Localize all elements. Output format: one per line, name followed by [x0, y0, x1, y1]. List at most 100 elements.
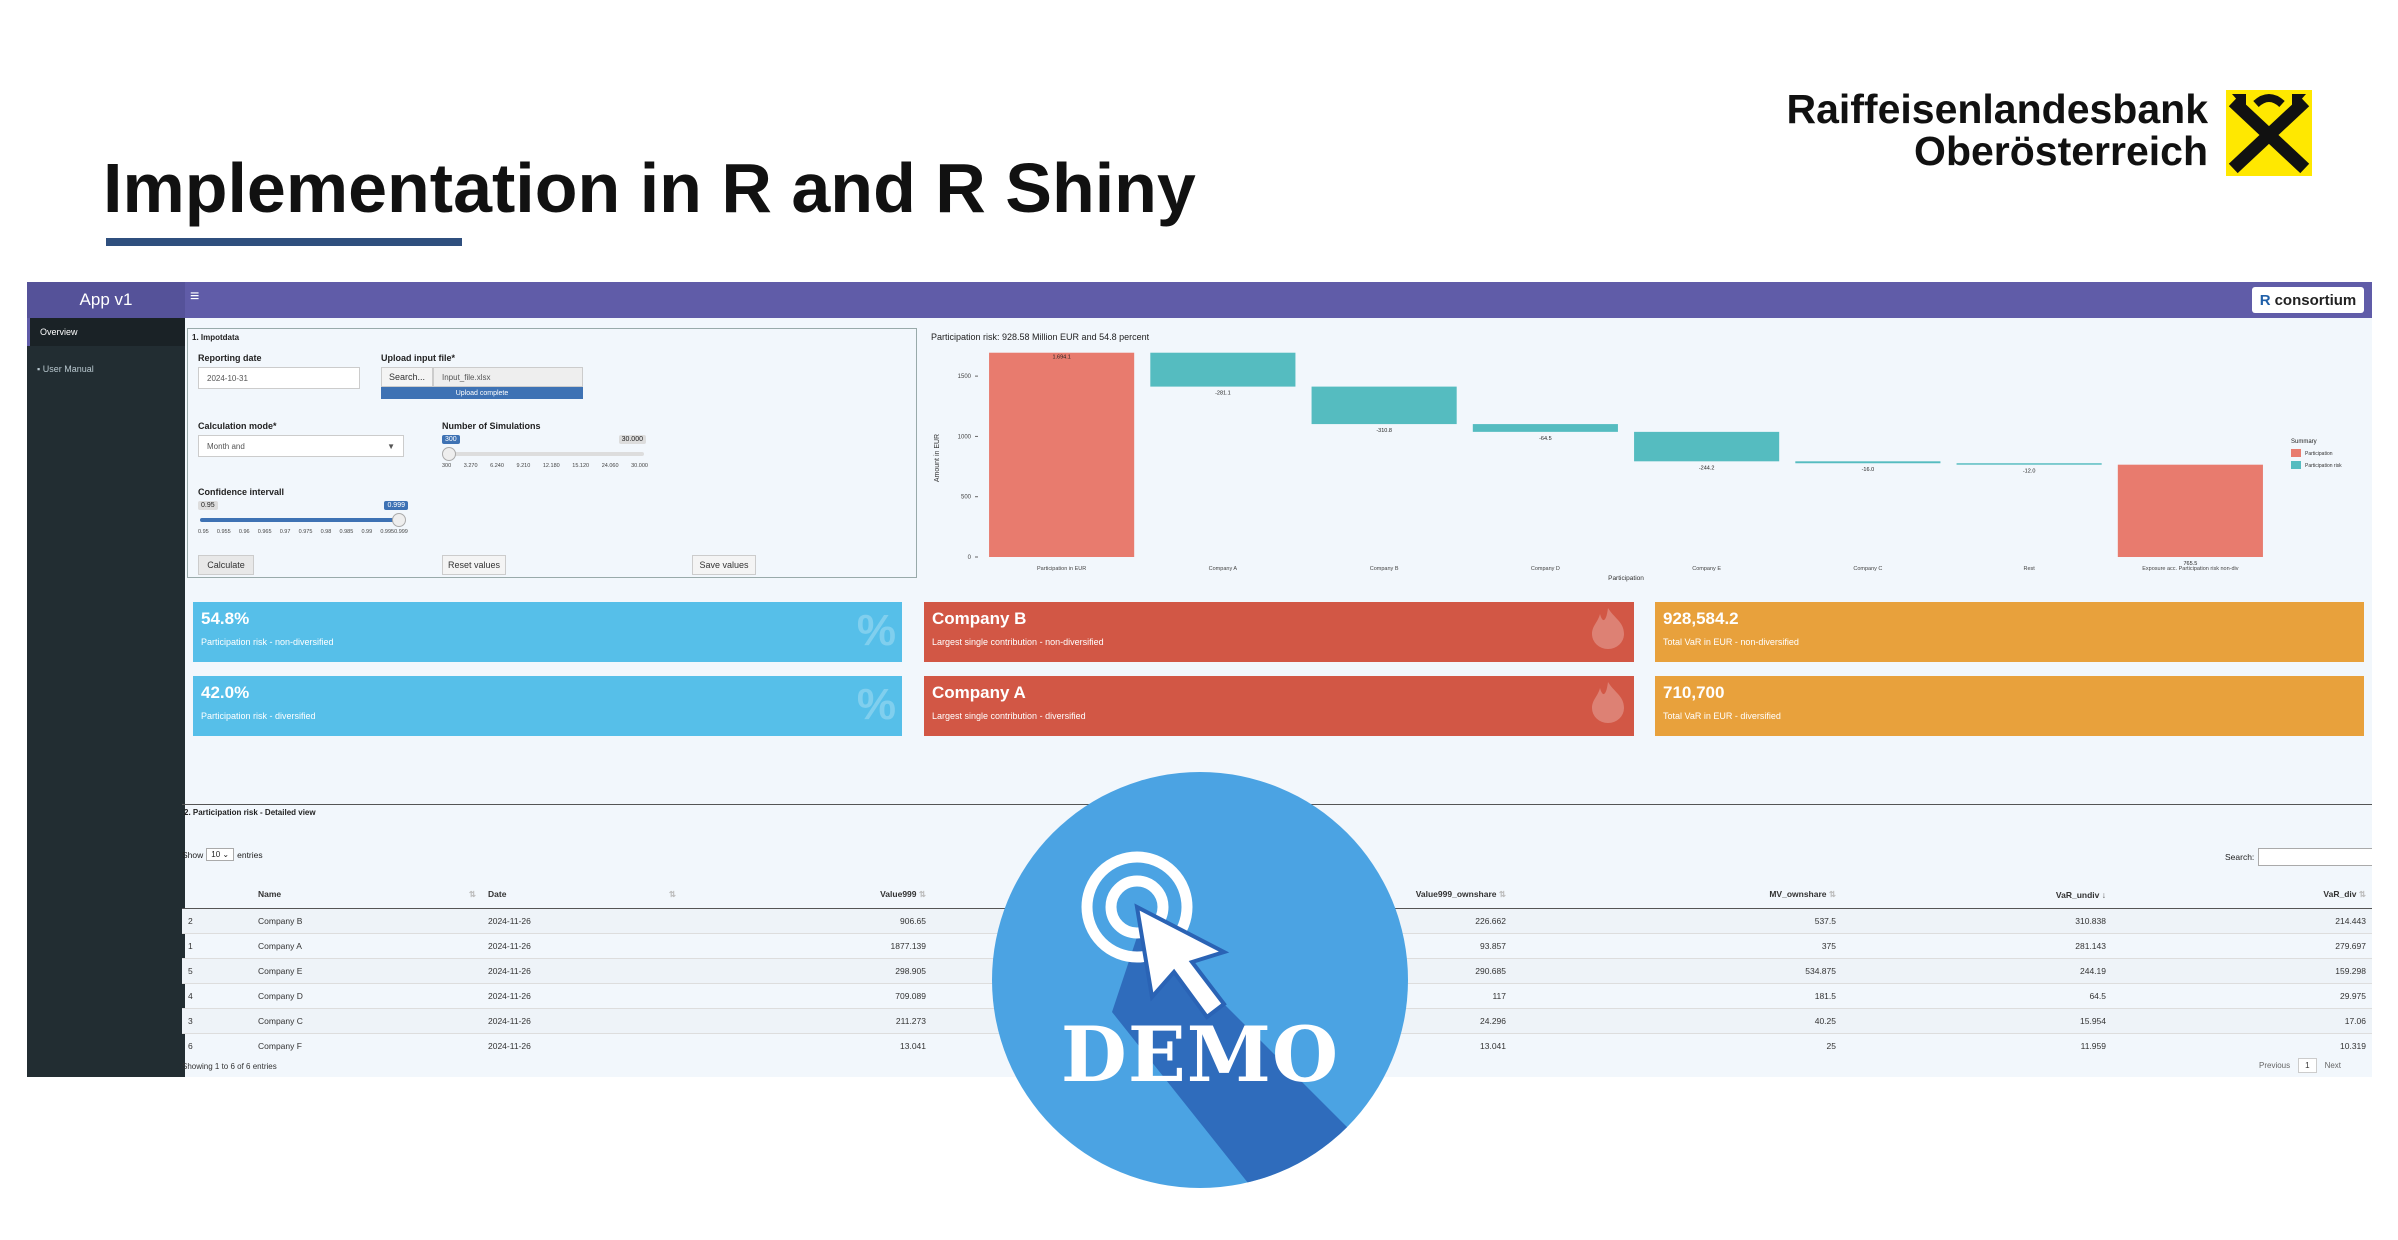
title-underline: [106, 238, 462, 246]
table-row[interactable]: 3 Company C 2024-11-26 211.273 24.296 40.25 15…: [182, 1007, 2372, 1033]
col-header-label: VaR_div: [2323, 889, 2357, 900]
col-header-name[interactable]: Name ⇅: [252, 882, 482, 909]
search-control: Search:: [2225, 848, 2372, 866]
page-button-1[interactable]: 1: [2298, 1058, 2317, 1073]
simulations-slider[interactable]: 300 30.000 300 3.270 6.240 9.210 12.180 …: [442, 435, 648, 475]
search-input[interactable]: [2258, 848, 2372, 866]
sort-icon: ⇅: [668, 889, 676, 900]
detail-section-title: 2. Participation risk - Detailed view: [184, 808, 316, 817]
slider-handle[interactable]: [392, 513, 406, 527]
legend-label: Participation: [2305, 451, 2333, 457]
table-cell: 281.143: [1842, 932, 2112, 958]
calc-mode-select[interactable]: Month and ▼: [198, 435, 404, 457]
valuebox-subtitle: Total VaR in EUR - non-diversified: [1663, 637, 1799, 647]
x-tick-label: Exposure acc. Participation risk non-div: [2142, 566, 2239, 572]
table-cell: 534.875: [1512, 957, 1842, 983]
bank-name: Raiffeisenlandesbank Oberösterreich: [1786, 88, 2208, 172]
bar-data-label: -64.5: [1539, 436, 1552, 442]
bar-data-label: -12.0: [2023, 469, 2036, 475]
col-header-date[interactable]: Date ⇅: [482, 882, 682, 909]
tick-label: 30.000: [631, 463, 648, 469]
table-info: Showing 1 to 6 of 6 entries: [182, 1062, 277, 1071]
app-name[interactable]: App v1: [27, 282, 185, 318]
table-row[interactable]: 2 Company B 2024-11-26 906.65 226.662 537.5 31…: [182, 907, 2372, 933]
waterfall-bar: [1150, 352, 1296, 387]
x-tick-label: Company B: [1370, 566, 1399, 572]
table-cell: 64.5: [1842, 982, 2112, 1008]
table-cell: 2024-11-26: [482, 907, 682, 933]
bar-data-label: 765.5: [2183, 561, 2197, 567]
calc-mode-value: Month and: [207, 441, 245, 451]
reset-values-button[interactable]: Reset values: [442, 555, 506, 575]
next-button[interactable]: Next: [2324, 1061, 2342, 1070]
table-cell: 2024-11-26: [482, 1007, 682, 1033]
sidebar-toggle-icon[interactable]: ≡: [190, 288, 200, 305]
tick-label: 3.270: [463, 463, 478, 469]
x-tick-label: Company A: [1209, 566, 1238, 572]
browse-button[interactable]: Search...: [381, 367, 433, 387]
r-logo-letter: R: [2259, 291, 2271, 309]
fire-icon: [1588, 606, 1628, 661]
table-cell: 159.298: [2112, 957, 2372, 983]
bar-data-label: -281.1: [1215, 391, 1231, 397]
col-header-mv-ownshare[interactable]: MV_ownshare ⇅: [1512, 882, 1842, 909]
chevron-down-icon: ▼: [387, 441, 395, 451]
simulations-label: Number of Simulations: [442, 421, 541, 431]
sidebar: Overview ▪ User Manual: [27, 318, 185, 1077]
slider-ticks: 0.95 0.955 0.96 0.965 0.97 0.975 0.98 0.…: [198, 529, 408, 535]
sidebar-item-user-manual[interactable]: ▪ User Manual: [27, 360, 185, 378]
chevron-down-icon: ⌄: [222, 850, 230, 859]
sidebar-item-overview[interactable]: Overview: [27, 318, 185, 346]
table-cell: 11.959: [1842, 1032, 2112, 1058]
tick-label: 9.210: [516, 463, 531, 469]
demo-badge[interactable]: DEMO: [992, 772, 1408, 1188]
table-cell: Company D: [252, 982, 482, 1008]
demo-label: DEMO: [1060, 1010, 1340, 1099]
table-cell: 906.65: [682, 907, 932, 933]
table-cell: 211.273: [682, 1007, 932, 1033]
sort-icon: ⇅: [1498, 889, 1506, 900]
page-length-select[interactable]: 10 ⌄: [206, 848, 235, 861]
slider-handle[interactable]: [442, 447, 456, 461]
y-tick-label: 1500: [958, 374, 972, 380]
valuebox-subtitle: Participation risk - diversified: [201, 711, 316, 721]
col-header-var-div[interactable]: VaR_div ⇅: [2112, 882, 2372, 909]
simulations-min-badge: 300: [442, 435, 460, 444]
previous-button[interactable]: Previous: [2259, 1061, 2291, 1070]
valuebox-var-nondiv: 928,584.2 Total VaR in EUR - non-diversi…: [1655, 602, 2364, 662]
upload-progress-bar: Upload complete: [381, 387, 583, 399]
reporting-date-input[interactable]: 2024-10-31: [198, 367, 360, 389]
calculate-button[interactable]: Calculate: [198, 555, 254, 575]
y-tick-label: 1000: [958, 434, 972, 440]
bar-data-label: -244.2: [1699, 465, 1715, 471]
y-axis-label: Amount in EUR: [934, 434, 941, 482]
table-cell: 181.5: [1512, 982, 1842, 1008]
confidence-label: Confidence intervall: [198, 487, 285, 497]
sidebar-item-label: User Manual: [42, 364, 94, 374]
table-cell: Company E: [252, 957, 482, 983]
waterfall-bar: [989, 352, 1135, 557]
valuebox-var-div: 710,700 Total VaR in EUR - diversified: [1655, 676, 2364, 736]
col-header-label: Name: [258, 889, 282, 900]
legend-label: Participation risk: [2305, 463, 2342, 469]
pagination: Previous 1 Next: [2259, 1058, 2341, 1073]
search-label: Search:: [2225, 852, 2255, 862]
page-length-value: 10: [211, 850, 221, 859]
save-values-button[interactable]: Save values: [692, 555, 756, 575]
valuebox-value: 710,700: [1663, 683, 1725, 702]
gable-cross-icon: [2226, 90, 2312, 176]
waterfall-chart: Participation risk: 928.58 Million EUR a…: [925, 328, 2370, 583]
chart-title: Participation risk: 928.58 Million EUR a…: [931, 332, 1150, 342]
book-icon: ▪: [37, 364, 41, 374]
click-cursor-icon: [1081, 851, 1193, 963]
col-header-value999[interactable]: Value999 ⇅: [682, 882, 932, 909]
col-header-var-undiv[interactable]: VaR_undiv ↓: [1842, 882, 2112, 909]
table-cell: 1: [182, 932, 252, 958]
confidence-slider[interactable]: 0.95 0.999 0.95 0.955 0.96 0.965 0.97 0.…: [198, 501, 408, 541]
slider-track: [446, 452, 644, 456]
col-header-index[interactable]: [182, 882, 252, 909]
valuebox-value: 928,584.2: [1663, 609, 1739, 628]
file-name-field: Input_file.xlsx: [433, 367, 583, 387]
table-cell: 5: [182, 957, 252, 983]
table-cell: 214.443: [2112, 907, 2372, 933]
